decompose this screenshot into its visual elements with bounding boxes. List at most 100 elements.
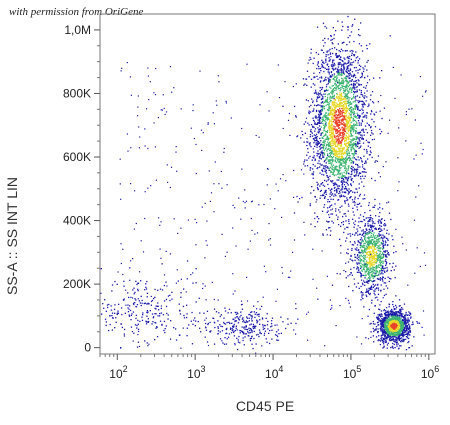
event-point <box>379 320 381 323</box>
event-point <box>329 175 331 177</box>
event-point <box>368 238 370 240</box>
event-point <box>360 178 362 180</box>
event-point <box>353 152 355 155</box>
event-point <box>315 115 317 117</box>
event-point <box>345 120 347 122</box>
event-point <box>336 135 338 138</box>
event-point <box>112 317 114 319</box>
event-point <box>337 138 340 141</box>
event-point <box>391 346 394 348</box>
event-point <box>334 139 336 141</box>
event-point <box>331 42 333 44</box>
event-point <box>386 320 388 322</box>
event-point <box>161 324 163 326</box>
event-point <box>403 331 406 333</box>
event-point <box>372 244 374 246</box>
event-point <box>369 217 371 219</box>
event-point <box>402 340 404 342</box>
event-point <box>387 239 389 242</box>
event-point <box>316 140 318 142</box>
event-point <box>342 60 344 62</box>
event-point <box>353 96 355 98</box>
event-point <box>362 198 364 200</box>
event-point <box>387 314 389 316</box>
event-point <box>344 126 347 128</box>
event-point <box>359 136 361 139</box>
event-point <box>352 118 355 120</box>
event-point <box>324 114 326 116</box>
event-point <box>318 160 320 162</box>
event-point <box>351 64 353 66</box>
event-point <box>219 315 221 318</box>
event-point <box>320 134 322 136</box>
event-point <box>388 324 390 326</box>
event-point <box>331 140 333 142</box>
event-point <box>370 251 372 253</box>
event-point <box>359 146 361 148</box>
event-point <box>386 347 388 349</box>
event-point <box>323 127 325 129</box>
event-point <box>409 312 411 314</box>
event-point <box>341 105 343 107</box>
event-point <box>173 327 175 329</box>
event-point <box>323 124 325 126</box>
event-point <box>350 74 352 76</box>
event-point <box>145 286 147 288</box>
event-point <box>374 297 377 299</box>
event-point <box>386 333 388 335</box>
event-point <box>397 321 399 323</box>
event-point <box>326 84 328 86</box>
event-point <box>256 319 258 321</box>
event-point <box>363 116 365 118</box>
event-point <box>355 99 357 101</box>
event-point <box>360 259 363 261</box>
event-point <box>356 86 358 88</box>
event-point <box>340 147 342 149</box>
event-point <box>321 143 323 145</box>
event-point <box>391 308 393 311</box>
event-point <box>315 110 318 113</box>
event-point <box>323 139 325 141</box>
event-point <box>349 159 351 162</box>
event-point <box>342 136 344 138</box>
event-point <box>328 110 330 112</box>
event-point <box>347 26 349 28</box>
event-point <box>371 262 373 264</box>
event-point <box>355 104 357 106</box>
event-point <box>356 164 358 166</box>
event-point <box>385 328 388 330</box>
event-point <box>329 96 331 99</box>
event-point <box>325 125 327 127</box>
event-point <box>382 252 384 254</box>
event-point <box>382 325 384 328</box>
event-point <box>372 335 374 337</box>
event-point <box>309 167 312 169</box>
event-point <box>319 154 322 156</box>
event-point <box>368 258 370 260</box>
event-point <box>331 96 334 98</box>
event-point <box>357 60 359 62</box>
event-point <box>319 172 321 174</box>
event-point <box>311 98 313 100</box>
event-point <box>309 144 311 146</box>
event-point <box>380 222 383 224</box>
event-point <box>330 140 332 143</box>
event-point <box>338 72 340 75</box>
event-point <box>336 145 339 148</box>
event-point <box>317 298 319 300</box>
event-point <box>383 288 385 290</box>
event-point <box>395 327 397 329</box>
event-point <box>341 149 343 152</box>
event-point <box>344 97 346 99</box>
event-point <box>384 317 387 319</box>
event-point <box>370 129 373 132</box>
event-point <box>369 261 371 263</box>
event-point <box>146 342 148 344</box>
event-point <box>384 260 386 262</box>
event-point <box>341 176 343 178</box>
event-point <box>338 106 340 108</box>
event-point <box>154 307 156 310</box>
event-point <box>315 139 317 142</box>
event-point <box>335 149 338 151</box>
event-point <box>319 120 321 122</box>
